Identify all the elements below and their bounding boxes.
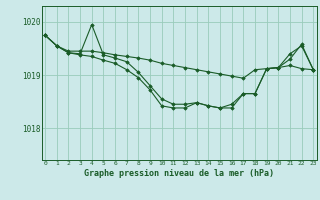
X-axis label: Graphe pression niveau de la mer (hPa): Graphe pression niveau de la mer (hPa) [84,169,274,178]
